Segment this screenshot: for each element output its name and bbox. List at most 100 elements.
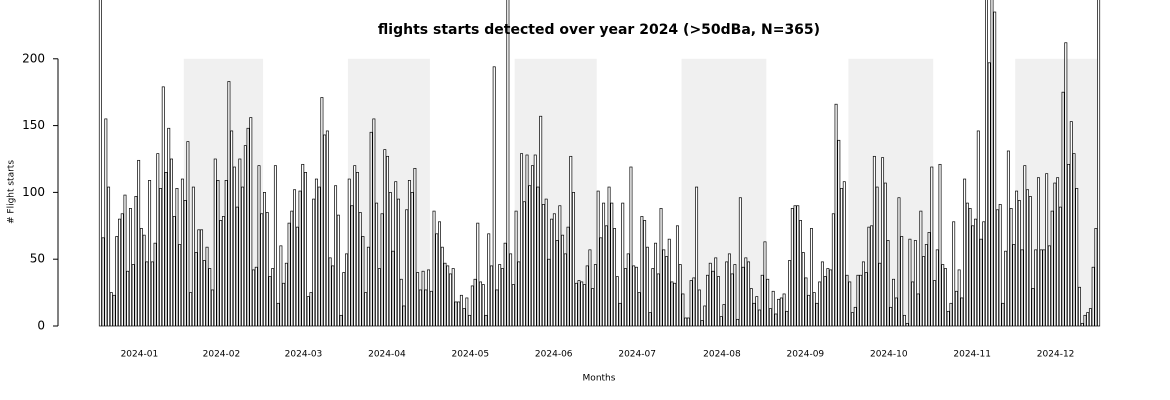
bar [339, 314, 343, 327]
bar [861, 261, 865, 327]
bar [708, 262, 712, 327]
bar [498, 264, 502, 327]
bar [128, 208, 132, 327]
bar [164, 172, 168, 327]
bar [413, 167, 417, 327]
bar [238, 158, 242, 327]
bar [350, 205, 354, 327]
bar [673, 282, 677, 327]
bar [911, 281, 915, 327]
bar [224, 180, 228, 327]
bar [468, 314, 472, 327]
bar [200, 229, 204, 327]
bar [659, 208, 663, 327]
bar [345, 253, 348, 327]
bar [782, 293, 786, 327]
x-tick-label: 2024-10 [870, 350, 908, 360]
bar [511, 284, 515, 327]
y-tick-label: 100 [22, 185, 45, 199]
bar [402, 305, 406, 327]
bar [503, 242, 507, 327]
bar [755, 296, 759, 327]
bar [115, 236, 119, 327]
bar [1023, 165, 1027, 327]
bar [528, 185, 532, 327]
bar [582, 284, 586, 327]
bar [678, 264, 682, 327]
bar [1053, 182, 1057, 327]
bar [870, 225, 874, 327]
bar [596, 190, 600, 327]
x-tick-label: 2024-09 [787, 350, 825, 360]
bar [361, 236, 365, 327]
bar [372, 118, 376, 327]
bar [1036, 177, 1040, 327]
bar [517, 261, 521, 327]
bar [845, 274, 849, 327]
bar [1069, 121, 1073, 327]
bar [916, 293, 920, 327]
bar [894, 297, 898, 327]
bar [1039, 249, 1043, 327]
bar [760, 274, 764, 327]
bar [982, 221, 986, 327]
bar [427, 269, 431, 327]
bar [913, 240, 917, 327]
bar [963, 178, 967, 327]
bar [254, 266, 258, 327]
bar [1080, 322, 1084, 327]
bar [328, 257, 332, 327]
bar [243, 145, 247, 327]
bar [443, 262, 447, 327]
bar [183, 200, 187, 327]
bar [599, 237, 603, 327]
bar [451, 268, 455, 327]
bar [758, 309, 761, 327]
bar [689, 280, 693, 327]
bar [249, 117, 253, 327]
bar [656, 273, 660, 327]
bar [410, 192, 414, 327]
bar [520, 153, 524, 327]
bar [438, 221, 441, 327]
bar [202, 260, 206, 327]
bar [1042, 249, 1046, 327]
bar [572, 192, 575, 327]
bar [859, 274, 863, 327]
bar [473, 278, 477, 327]
bar [818, 281, 822, 327]
bar [820, 261, 824, 327]
bar [314, 178, 318, 327]
bar [273, 165, 277, 327]
bar [686, 317, 690, 327]
bar [465, 297, 469, 327]
bar [205, 246, 209, 327]
bar [555, 240, 559, 327]
bar [900, 236, 904, 327]
bar [481, 284, 485, 327]
bar [804, 277, 808, 327]
bar [643, 220, 647, 327]
bar [703, 305, 707, 327]
x-tick-label: 2024-07 [618, 350, 656, 360]
bar [541, 204, 545, 327]
bar [946, 310, 950, 327]
bar [610, 202, 614, 327]
bar [591, 288, 595, 327]
bar [495, 289, 499, 327]
bar [271, 268, 275, 327]
bar [429, 290, 433, 327]
bar [476, 222, 480, 327]
bar [265, 212, 269, 327]
bar [935, 249, 939, 327]
bar [927, 232, 931, 327]
bar [1012, 244, 1016, 327]
bar [331, 265, 335, 327]
bar [189, 292, 193, 327]
bar [593, 264, 597, 327]
bar [325, 130, 329, 327]
bar [470, 285, 474, 327]
bar [309, 292, 313, 327]
bar [949, 302, 953, 327]
bar [634, 266, 638, 327]
